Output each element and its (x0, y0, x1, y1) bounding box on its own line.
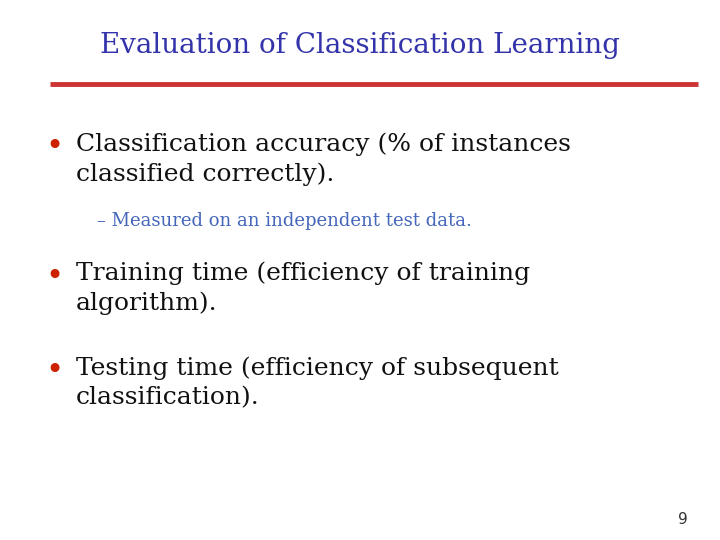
Text: •: • (45, 132, 63, 161)
Text: Testing time (efficiency of subsequent
classification).: Testing time (efficiency of subsequent c… (76, 356, 558, 409)
Text: – Measured on an independent test data.: – Measured on an independent test data. (97, 212, 472, 230)
Text: •: • (45, 356, 63, 386)
Text: Evaluation of Classification Learning: Evaluation of Classification Learning (100, 32, 620, 59)
Text: •: • (45, 262, 63, 291)
Text: Classification accuracy (% of instances
classified correctly).: Classification accuracy (% of instances … (76, 132, 570, 186)
Text: 9: 9 (678, 511, 688, 526)
Text: Training time (efficiency of training
algorithm).: Training time (efficiency of training al… (76, 262, 530, 315)
